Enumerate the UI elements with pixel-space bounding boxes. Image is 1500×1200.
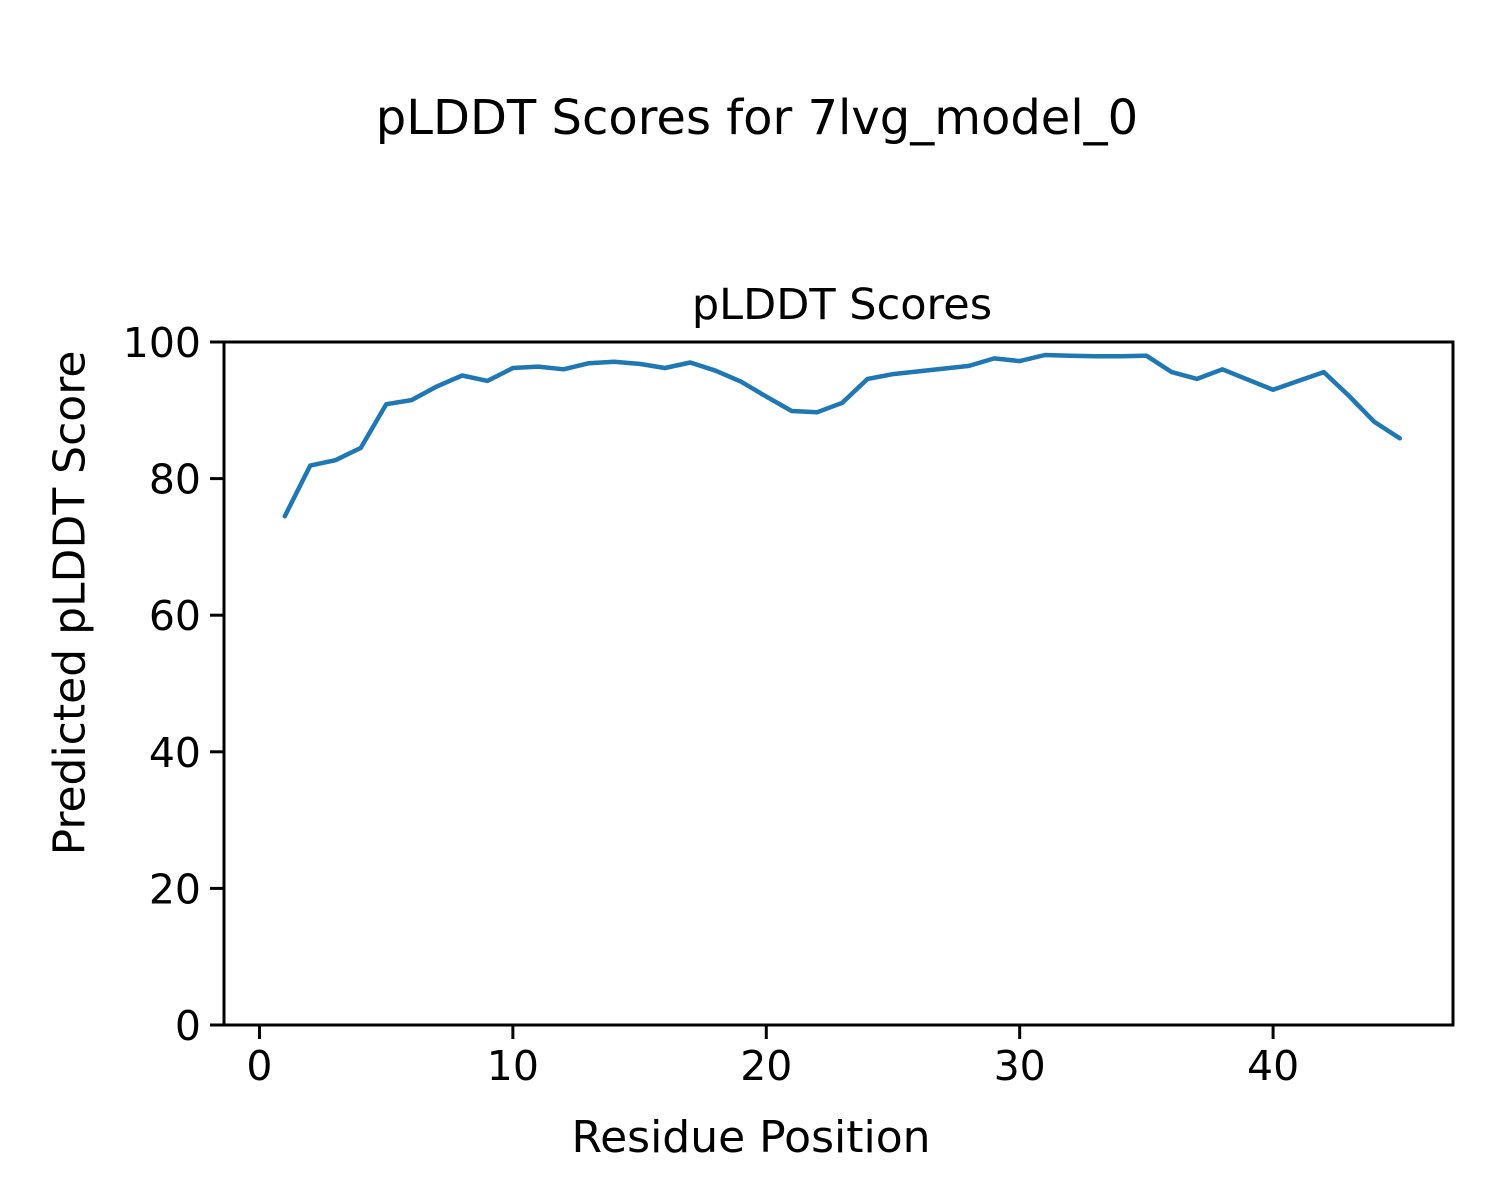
x-axis-label: Residue Position [571,1112,931,1163]
y-tick-label: 20 [149,865,201,913]
x-tick-label: 40 [1247,1042,1299,1090]
y-tick-label: 40 [149,729,201,777]
y-tick-label: 80 [149,456,201,504]
x-tick-label: 0 [246,1042,272,1090]
figure-suptitle: pLDDT Scores for 7lvg_model_0 [375,90,1139,146]
plddt-line [282,352,1403,519]
axes-frame [222,340,1455,1027]
y-tick-label: 60 [149,592,201,640]
x-tick-label: 20 [740,1042,792,1090]
y-tick-label: 0 [175,1002,201,1050]
axes-title: pLDDT Scores [691,280,993,330]
x-tick-label: 30 [994,1042,1046,1090]
y-tick-label: 100 [123,319,201,367]
x-tick-label: 10 [487,1042,539,1090]
